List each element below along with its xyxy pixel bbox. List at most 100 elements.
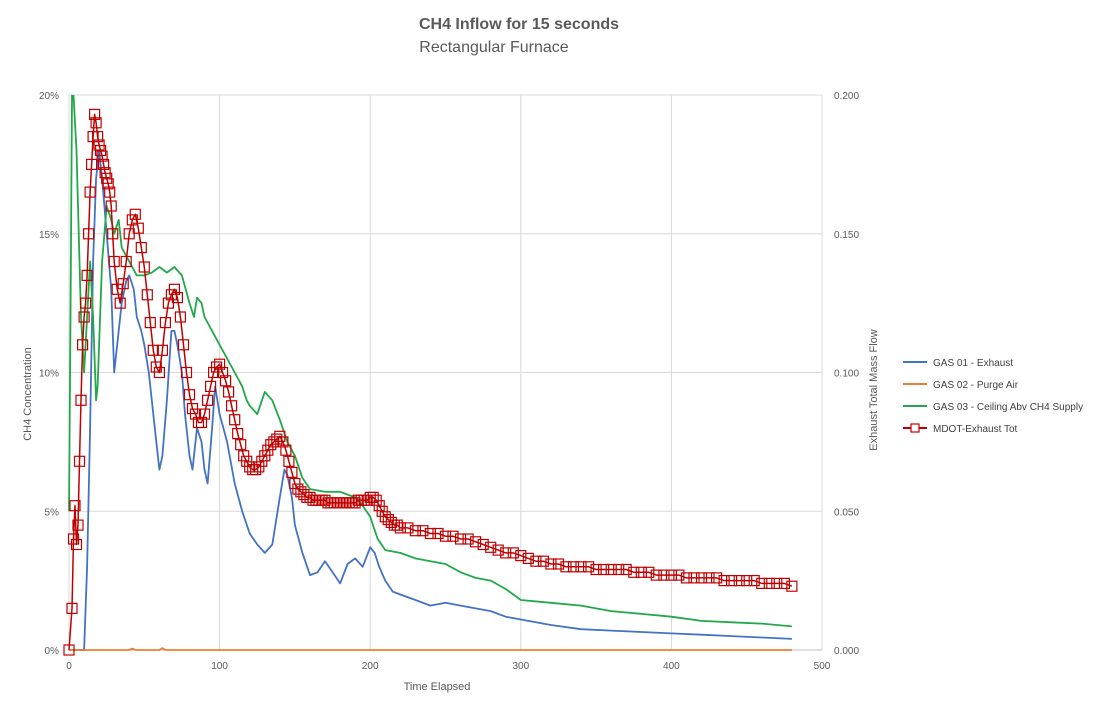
y-tick-label: 20% <box>39 91 59 102</box>
x-tick-label: 500 <box>814 661 831 672</box>
data-point-marker <box>114 297 126 309</box>
x-axis-title: Time Elapsed <box>404 681 471 693</box>
data-point-marker <box>620 563 632 576</box>
data-point-marker <box>613 563 625 576</box>
data-point-marker <box>289 477 301 490</box>
legend-item: MDOT-Exhaust Tot <box>903 423 1018 435</box>
y2-tick-label: 0.200 <box>834 91 859 102</box>
y2-tick-label: 0.150 <box>834 230 859 241</box>
data-point-marker <box>283 455 295 467</box>
data-point-marker <box>710 572 723 584</box>
data-point-marker <box>567 561 580 573</box>
y2-tick-label: 0.000 <box>834 646 859 657</box>
legend-label: GAS 03 - Ceiling Abv CH4 Supply <box>933 402 1083 413</box>
data-point-marker <box>147 344 159 356</box>
data-point-marker <box>286 466 298 478</box>
data-point-marker <box>135 242 147 254</box>
data-point-marker <box>63 644 75 656</box>
data-point-marker <box>159 317 171 329</box>
data-point-marker <box>298 489 310 501</box>
data-point-marker <box>202 394 214 406</box>
data-point-marker <box>319 494 331 506</box>
data-point-marker <box>168 283 180 295</box>
legend-label: MDOT-Exhaust Tot <box>933 424 1018 435</box>
data-point-marker <box>650 569 662 581</box>
data-point-marker <box>214 358 226 370</box>
legend-marker <box>910 423 920 433</box>
data-point-marker <box>688 572 700 584</box>
data-point-marker <box>695 572 708 584</box>
data-point-marker <box>361 494 373 506</box>
data-point-marker <box>582 561 595 573</box>
data-point-marker <box>88 108 101 121</box>
legend-item: GAS 01 - Exhaust <box>903 358 1013 369</box>
data-point-marker <box>507 547 519 559</box>
data-point-marker <box>741 574 753 587</box>
data-point-marker <box>643 566 655 578</box>
data-point-marker <box>138 261 150 273</box>
data-point-marker <box>180 366 193 379</box>
tick-labels: 0% 5% 10% 15% 20% 0.000 0.050 0.100 0.150 0.200 0 1… <box>39 91 859 672</box>
legend: GAS 01 - Exhaust GAS 02 - Purge Air GAS 03… <box>903 358 1083 435</box>
data-point-marker <box>763 577 775 590</box>
data-point-marker <box>274 430 286 442</box>
y-axis-title: CH4 Concentration <box>22 347 34 441</box>
data-point-marker <box>265 439 277 451</box>
data-point-marker <box>665 569 678 581</box>
data-point-marker <box>85 158 98 170</box>
data-point-marker <box>560 561 572 573</box>
series-line <box>69 647 792 651</box>
data-point-marker <box>156 344 168 356</box>
data-point-marker <box>183 389 196 401</box>
data-point-marker <box>409 525 421 537</box>
data-point-marker <box>70 538 83 551</box>
chart-title: CH4 Inflow for 15 seconds <box>419 16 619 33</box>
data-point-marker <box>171 292 183 304</box>
data-point-marker <box>107 228 119 240</box>
data-point-marker <box>141 289 153 301</box>
data-point-marker <box>295 486 307 498</box>
data-point-marker <box>81 269 93 281</box>
series-2 <box>69 647 792 651</box>
data-point-marker <box>658 569 670 581</box>
data-point-marker <box>280 444 292 456</box>
data-point-marker <box>439 530 452 542</box>
data-point-marker <box>144 317 156 329</box>
y2-axis-title: Exhaust Total Mass Flow <box>868 329 880 451</box>
y-tick-label: 5% <box>45 507 60 518</box>
data-point-marker <box>500 547 512 559</box>
data-point-marker <box>226 400 238 412</box>
series-line <box>68 95 792 628</box>
data-point-marker <box>97 158 110 170</box>
data-point-marker <box>304 491 316 503</box>
data-point-marker <box>84 186 96 198</box>
data-point-marker <box>72 519 84 531</box>
legend-item: GAS 02 - Purge Air <box>903 380 1019 391</box>
y-tick-label: 0% <box>45 646 60 657</box>
data-point-marker <box>232 428 244 440</box>
y2-tick-label: 0.100 <box>834 369 859 380</box>
data-point-marker <box>94 144 107 157</box>
data-point-marker <box>277 436 289 448</box>
data-point-marker <box>217 366 229 379</box>
x-tick-label: 400 <box>663 661 680 672</box>
data-point-marker <box>69 500 81 512</box>
data-point-marker <box>235 439 247 451</box>
data-point-marker <box>223 386 235 398</box>
x-tick-label: 300 <box>512 661 529 672</box>
data-point-marker <box>673 569 685 581</box>
data-point-marker <box>402 522 414 534</box>
data-point-marker <box>575 561 587 573</box>
data-point-marker <box>537 555 550 567</box>
data-point-marker <box>99 167 111 179</box>
data-point-marker <box>91 131 104 143</box>
x-tick-label: 200 <box>362 661 379 672</box>
data-point-marker <box>90 117 102 129</box>
data-point-marker <box>492 544 504 556</box>
data-point-marker <box>79 297 92 309</box>
data-point-marker <box>104 186 116 198</box>
data-point-marker <box>177 339 190 351</box>
y-tick-label: 10% <box>39 369 59 380</box>
